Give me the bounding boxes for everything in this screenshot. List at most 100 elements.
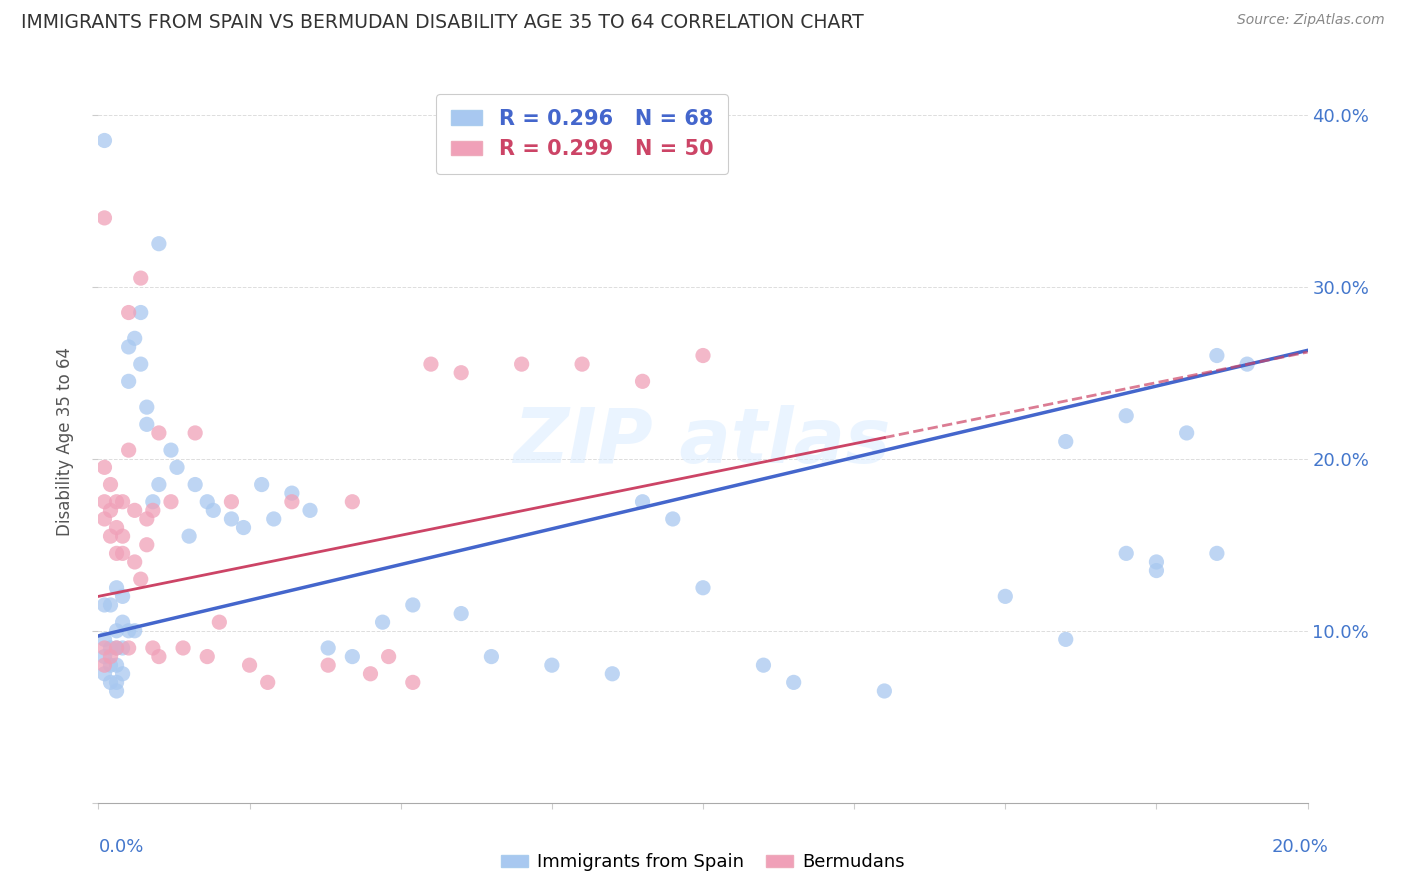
Point xyxy=(402,675,425,690)
Point xyxy=(160,443,183,458)
Point xyxy=(631,494,654,508)
Point xyxy=(481,649,503,664)
Text: ZIP atlas: ZIP atlas xyxy=(515,405,891,478)
Point xyxy=(256,675,278,690)
Point xyxy=(93,658,115,673)
Point xyxy=(299,503,322,517)
Point xyxy=(179,529,201,543)
Point xyxy=(1236,357,1258,371)
Point xyxy=(202,503,225,517)
Point xyxy=(402,598,425,612)
Point xyxy=(142,494,165,508)
Point xyxy=(124,555,146,569)
Point xyxy=(1175,425,1198,440)
Point xyxy=(195,649,218,664)
Point xyxy=(100,658,122,673)
Point xyxy=(1144,555,1167,569)
Point xyxy=(172,640,194,655)
Point xyxy=(93,632,115,647)
Point xyxy=(129,305,152,319)
Point xyxy=(281,494,304,508)
Point xyxy=(208,615,231,630)
Point xyxy=(195,494,218,508)
Point xyxy=(93,598,115,612)
Point xyxy=(316,640,339,655)
Point xyxy=(692,349,714,363)
Point xyxy=(221,494,243,508)
Point xyxy=(148,649,170,664)
Point xyxy=(93,640,115,655)
Point xyxy=(184,425,207,440)
Point xyxy=(148,425,170,440)
Point xyxy=(93,512,115,526)
Point xyxy=(129,572,152,586)
Point xyxy=(571,357,593,371)
Legend: R = 0.296   N = 68, R = 0.299   N = 50: R = 0.296 N = 68, R = 0.299 N = 50 xyxy=(436,95,728,174)
Text: 20.0%: 20.0% xyxy=(1272,838,1329,856)
Legend: Immigrants from Spain, Bermudans: Immigrants from Spain, Bermudans xyxy=(494,847,912,879)
Text: 0.0%: 0.0% xyxy=(98,838,143,856)
Point xyxy=(100,529,122,543)
Point xyxy=(540,658,562,673)
Point xyxy=(93,666,115,681)
Point xyxy=(1206,546,1229,560)
Point xyxy=(118,340,141,354)
Point xyxy=(450,607,472,621)
Point xyxy=(316,658,339,673)
Point xyxy=(93,133,115,147)
Point xyxy=(111,494,134,508)
Point xyxy=(105,675,128,690)
Point xyxy=(148,477,170,491)
Point xyxy=(160,494,183,508)
Point xyxy=(371,615,394,630)
Point xyxy=(450,366,472,380)
Point xyxy=(1115,409,1137,423)
Point xyxy=(105,546,128,560)
Point xyxy=(1054,434,1077,449)
Point xyxy=(111,615,134,630)
Point xyxy=(105,494,128,508)
Point xyxy=(111,640,134,655)
Point xyxy=(105,658,128,673)
Point xyxy=(1144,564,1167,578)
Point xyxy=(1054,632,1077,647)
Point xyxy=(994,590,1017,604)
Point xyxy=(342,649,364,664)
Point xyxy=(105,581,128,595)
Point xyxy=(111,529,134,543)
Point xyxy=(93,460,115,475)
Point xyxy=(124,624,146,638)
Point xyxy=(100,640,122,655)
Point xyxy=(1206,349,1229,363)
Point xyxy=(602,666,624,681)
Point xyxy=(232,520,254,534)
Y-axis label: Disability Age 35 to 64: Disability Age 35 to 64 xyxy=(56,347,75,536)
Point xyxy=(239,658,262,673)
Point xyxy=(510,357,533,371)
Point xyxy=(752,658,775,673)
Point xyxy=(118,375,141,389)
Point xyxy=(111,666,134,681)
Point xyxy=(105,624,128,638)
Point xyxy=(93,211,115,225)
Point xyxy=(118,640,141,655)
Point xyxy=(118,624,141,638)
Point xyxy=(142,503,165,517)
Point xyxy=(281,486,304,500)
Point xyxy=(124,503,146,517)
Point xyxy=(93,649,115,664)
Point xyxy=(166,460,188,475)
Point xyxy=(250,477,273,491)
Point xyxy=(105,520,128,534)
Point xyxy=(100,598,122,612)
Point xyxy=(118,443,141,458)
Point xyxy=(135,538,157,552)
Point xyxy=(100,477,122,491)
Point xyxy=(111,590,134,604)
Point xyxy=(783,675,806,690)
Point xyxy=(360,666,382,681)
Point xyxy=(105,684,128,698)
Point xyxy=(221,512,243,526)
Point xyxy=(342,494,364,508)
Point xyxy=(184,477,207,491)
